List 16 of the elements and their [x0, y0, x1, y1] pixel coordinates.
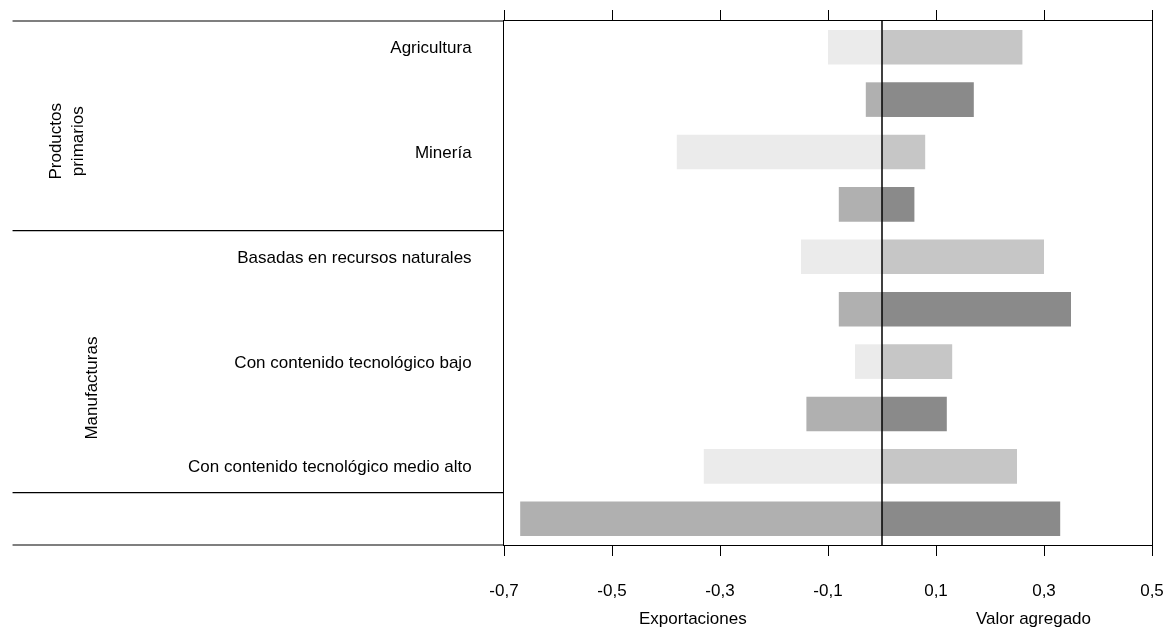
text: Productos primarios — [45, 103, 87, 180]
text: Valor agregado — [976, 609, 1091, 628]
x-tick-label: -0,1 — [813, 581, 843, 601]
y-tick-label: Con contenido tecnológico bajo — [234, 352, 472, 372]
text: Exportaciones — [639, 609, 747, 628]
x-tick-label: 0,1 — [924, 581, 948, 601]
x-tick-label: 0,3 — [1032, 581, 1056, 601]
y-tick-label: Basadas en recursos naturales — [237, 247, 472, 267]
y-tick-label: Con contenido tecnológico medio alto — [188, 457, 472, 477]
x-tick-label: -0,5 — [597, 581, 627, 601]
y-tick-label: Minería — [414, 142, 473, 162]
y-tick-label: Agricultura — [390, 38, 473, 58]
x-tick-label: 0,5 — [1140, 581, 1164, 601]
x-tick-label: -0,7 — [489, 581, 519, 601]
text: Manufacturas — [82, 336, 102, 440]
x-tick-label: -0,3 — [705, 581, 735, 601]
